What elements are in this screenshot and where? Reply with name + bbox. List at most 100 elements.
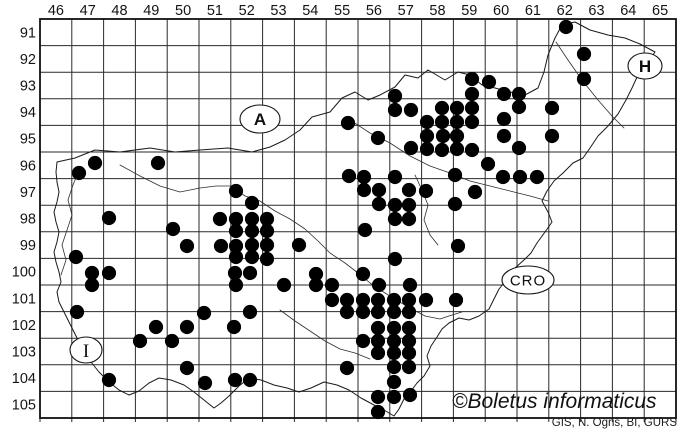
occurrence-dot [371,277,387,293]
occurrence-dot [165,221,181,237]
occurrence-dot [228,249,244,265]
occurrence-dot [259,211,275,227]
occurrence-dot [435,128,451,144]
occurrence-dot [386,320,402,336]
occurrence-dot [401,304,417,320]
occurrence-dot [244,223,260,239]
river-line [60,167,81,276]
occurrence-dot [419,141,435,157]
col-label: 54 [302,3,318,19]
occurrence-dot [212,211,228,227]
occurrence-dot [464,100,480,116]
occurrence-dot [179,360,195,376]
axis-labels: 46 47 48 49 50 51 52 53 54 55 56 57 58 59 60 61 62 63 64 65… [12,3,668,414]
occurrence-dot [401,211,417,227]
occurrence-dot [370,304,386,320]
occurrence-dot [464,142,480,158]
occurrence-dot [244,195,260,211]
occurrence-dot [386,292,402,308]
occurrence-dot [213,238,229,254]
row-label: 95 [20,132,36,148]
occurrence-dot [386,304,402,320]
occurrence-dot [242,304,258,320]
occurrence-dot [101,265,117,281]
occurrence-dot [148,319,164,335]
occurrence-dot [244,237,260,253]
occurrence-dot [370,130,386,146]
col-label: 60 [493,3,509,19]
country-border-outline [53,21,656,417]
occurrence-dot [370,292,386,308]
occurrence-dot [196,305,212,321]
occurrence-dot [387,169,403,185]
map-frame [39,18,677,419]
occurrence-dot [401,197,417,213]
country-label-CRO: CRO [501,265,555,295]
occurrence-dot [244,249,260,265]
col-label: 55 [334,3,350,19]
occurrence-dot [401,359,417,375]
occurrence-dot [401,345,417,361]
occurrence-dot [401,320,417,336]
copyright-text: ©Boletus informaticus [452,390,657,413]
country-label-oval [501,265,555,295]
occurrence-dot [324,277,340,293]
occurrence-dot [558,19,574,35]
row-label: 92 [20,52,36,68]
occurrence-dot [386,389,402,405]
country-label-text: H [639,57,651,76]
occurrence-dot [511,86,527,102]
occurrence-dot [69,304,85,320]
occurrence-dot [356,169,372,185]
occurrence-dot [357,222,373,238]
occurrence-dot [308,266,324,282]
country-label-oval [627,52,663,80]
occurrence-dot [371,196,387,212]
occurrence-dot [355,292,371,308]
occurrence-dot [403,102,419,118]
occurrence-dot [132,333,148,349]
occurrence-dot [544,128,560,144]
col-label: 49 [143,3,159,19]
occurrence-dot [450,238,466,254]
col-label: 47 [80,3,96,19]
occurrence-dot [576,46,592,62]
occurrence-dot [228,223,244,239]
col-label: 56 [366,3,382,19]
occurrence-dot [464,114,480,130]
row-label: 102 [12,318,36,334]
occurrence-dot [179,238,195,254]
row-label: 93 [20,79,36,95]
occurrence-dot [370,345,386,361]
occurrence-dots [68,19,592,420]
row-label: 98 [20,212,36,228]
occurrence-dot [387,102,403,118]
occurrence-dot [71,165,87,181]
occurrence-dot [447,196,463,212]
occurrence-dot [259,223,275,239]
col-label: 58 [429,3,445,19]
occurrence-dot [544,100,560,116]
occurrence-dot [447,167,463,183]
occurrence-dot [150,155,166,171]
occurrence-dot [387,251,403,267]
col-label: 52 [239,3,255,19]
occurrence-dot [496,128,512,144]
occurrence-dot [449,141,465,157]
occurrence-dot [101,372,117,388]
occurrence-dot [84,277,100,293]
occurrence-dot [434,142,450,158]
occurrence-dot [370,389,386,405]
occurrence-dot [495,169,511,185]
occurrence-dot [371,182,387,198]
occurrence-dot [87,155,103,171]
row-label: 100 [12,265,36,281]
country-label-oval [69,336,103,364]
credits-text: GIS, N. Ogris, BI, GURS [552,417,678,429]
col-label: 59 [461,3,477,19]
occurrence-dot [401,333,417,349]
row-label: 99 [20,238,36,254]
row-label: 104 [12,371,36,387]
occurrence-dot [418,292,434,308]
row-label: 94 [20,105,36,121]
